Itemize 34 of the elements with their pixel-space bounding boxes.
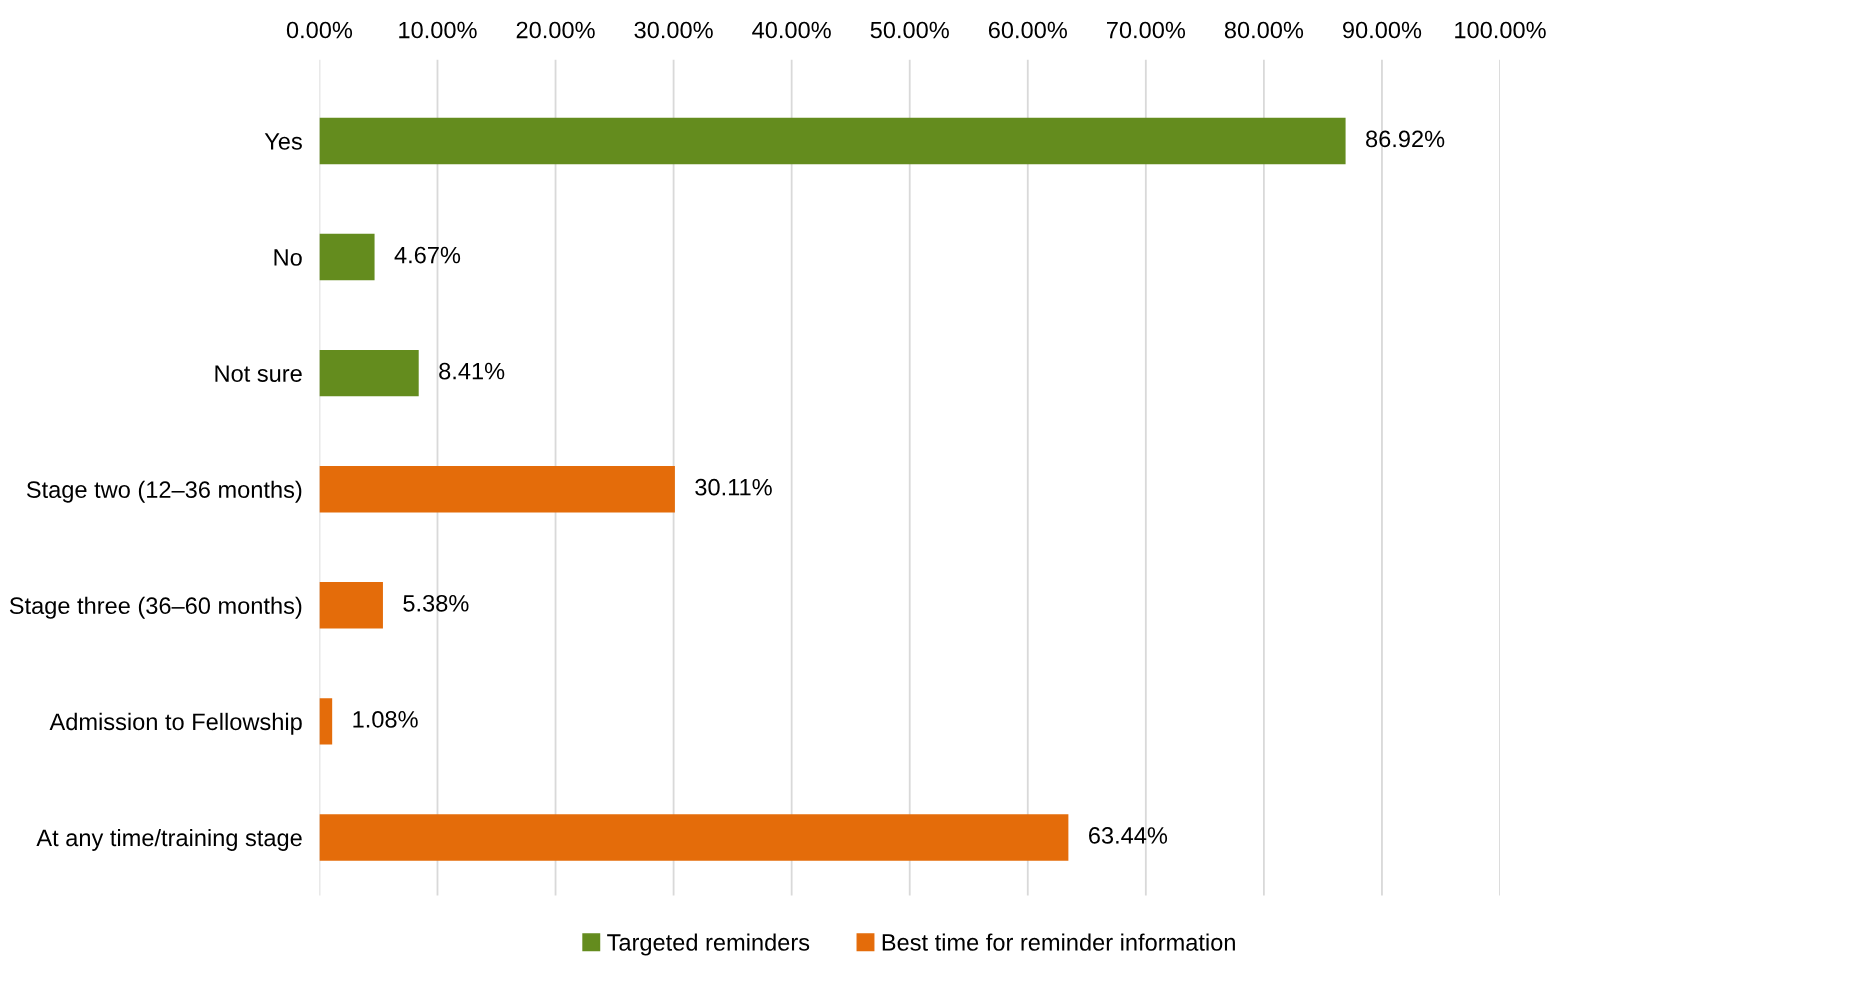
bar bbox=[319, 349, 419, 397]
bar bbox=[319, 582, 383, 629]
x-tick-label: 80.00% bbox=[1224, 21, 1304, 39]
legend-label: Targeted reminders bbox=[607, 933, 810, 956]
y-tick-label: No bbox=[274, 249, 302, 266]
x-tick-label: 60.00% bbox=[988, 21, 1067, 39]
data-label: 63.44% bbox=[1089, 827, 1168, 844]
bar bbox=[319, 814, 1069, 861]
x-tick-label: 30.00% bbox=[634, 21, 713, 39]
bar bbox=[319, 117, 1346, 165]
data-label: 1.08% bbox=[353, 710, 418, 728]
y-tick-label: Not sure bbox=[215, 365, 302, 382]
y-tick-label: Stage three (36–60 months) bbox=[9, 596, 302, 619]
data-label: 5.38% bbox=[403, 594, 469, 612]
bar bbox=[319, 698, 333, 745]
data-label: 86.92% bbox=[1366, 130, 1445, 148]
y-tick-label: Admission to Fellowship bbox=[49, 712, 302, 735]
bar bbox=[319, 465, 675, 513]
bar bbox=[319, 233, 375, 281]
x-tick-label: 40.00% bbox=[752, 21, 831, 39]
x-tick-label: 10.00% bbox=[399, 21, 477, 39]
x-tick-label: 70.00% bbox=[1107, 21, 1186, 39]
x-tick-label: 20.00% bbox=[516, 21, 595, 39]
data-label: 30.11% bbox=[695, 478, 772, 496]
x-tick-label: 50.00% bbox=[870, 21, 949, 39]
x-tick-label: 0.00% bbox=[286, 21, 353, 39]
y-tick-label: Stage two (12–36 months) bbox=[26, 480, 302, 503]
x-tick-label: 100.00% bbox=[1455, 21, 1546, 39]
y-tick-label: At any time/training stage bbox=[36, 828, 302, 851]
data-label: 8.41% bbox=[439, 362, 505, 380]
x-tick-label: 90.00% bbox=[1343, 21, 1422, 39]
y-tick-label: Yes bbox=[264, 133, 302, 150]
legend-label: Best time for reminder information bbox=[882, 933, 1235, 951]
data-label: 4.67% bbox=[394, 246, 461, 264]
